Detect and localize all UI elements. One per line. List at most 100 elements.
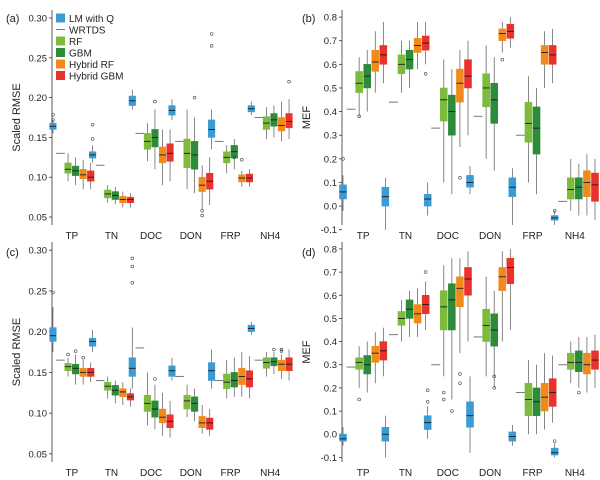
box-TP-gbm [72,354,80,385]
panel-label: (d) [302,247,315,259]
box-DON-gbm [490,290,498,388]
box-FRP-lm-with-q [508,168,517,225]
box-DON-hybrid-rf [498,251,507,342]
box-TP-hybrid-gbm [379,21,388,84]
outlier-point [51,113,55,117]
box-DOC-lm-with-q [128,327,136,389]
outlier-point [209,32,214,36]
x-tick-label: TN [105,468,118,479]
panel-1: (b) MEF -0.1 0.0 0.1 0.2 0.3 0.4 0.5 0.6 0.7 0.8 TP T… [301,10,599,242]
y-tick-label: 0.7 [324,268,337,279]
y-tick-label: 0.30 [29,13,48,24]
x-tick-label: FRP [523,468,543,479]
y-tick-label: 0.15 [29,133,48,144]
outlier-point [287,79,291,84]
y-tick-label: 0.3 [324,131,337,142]
outlier-point [130,281,134,285]
y-tick-label: 0.6 [324,60,337,71]
x-tick-label: TN [399,231,412,242]
outlier-point [73,349,78,353]
box-NH4-gbm [575,163,583,216]
outlier-point [279,349,284,353]
box-DON-rf [482,45,490,159]
box-DOC-hybrid-gbm [464,40,472,136]
box-DOC-hybrid-gbm [166,400,174,438]
outlier-point [458,381,462,385]
outlier-point [341,157,345,161]
box-FRP-hybrid-gbm [245,356,253,399]
outlier-point [279,347,284,352]
box-TP-lm-with-q [339,427,347,446]
box-TN-hybrid-rf [119,191,127,208]
box-FRP-hybrid-rf [238,352,246,397]
box-DON-gbm [191,117,199,194]
legend-label: Hybrid GBM [69,72,123,83]
y-tick-label: 0.15 [29,368,48,379]
x-tick-label: DOC [437,231,459,242]
y-tick-label: 0.10 [29,409,48,420]
legend-label: LM with Q [69,14,114,25]
box-TP-hybrid-rf [371,31,380,93]
box-DON-hybrid-gbm [206,157,214,206]
outlier-point [153,99,157,104]
x-tick-label: NH4 [260,231,280,242]
box-DON-rf [183,384,191,418]
box-FRP-hybrid-gbm [245,169,253,187]
outlier-point [552,439,557,443]
box-DON-lm-with-q [466,165,474,195]
y-tick-label: 0.20 [29,93,48,104]
box-TP-hybrid-gbm [379,327,388,377]
x-tick-label: TN [399,468,412,479]
box-FRP-hybrid-rf [238,170,246,187]
legend-label: WRTDS [69,26,106,37]
box-DOC-lm-with-q [128,89,136,110]
box-FRP-hybrid-gbm [548,28,557,84]
box-FRP-gbm [230,357,238,397]
outlier-point [425,400,430,404]
box-TN-gbm [111,380,119,404]
box-DON-hybrid-rf [198,404,206,434]
box-TN-rf [397,40,406,93]
y-axis-label: MEF [301,106,313,130]
legend-swatch [56,36,65,46]
box-FRP-gbm [532,87,541,195]
box-TN-hybrid-gbm [421,21,430,65]
box-DON-gbm [191,388,199,422]
box-TP-hybrid-gbm [87,362,95,383]
box-DOC-hybrid-rf [456,258,464,354]
outlier-point [450,409,454,413]
outlier-point [90,122,95,127]
box-NH4-gbm [270,352,278,374]
y-tick-label: 0.0 [324,202,337,213]
box-TN-hybrid-gbm [126,388,134,407]
box-DON-rf [482,276,490,377]
box-FRP-hybrid-rf [540,353,549,430]
y-tick-label: 0.3 [324,360,337,371]
box-DON-hybrid-gbm [506,17,515,48]
box-TP-lm-with-q [49,307,57,352]
outlier-point [442,397,446,402]
box-DON-rf [183,109,191,190]
x-tick-label: NH4 [260,468,280,479]
outlier-point [423,72,428,76]
box-FRP-rf [524,76,533,183]
y-axis-label: Scaled RMSE [11,83,23,151]
box-TP-gbm [363,341,371,393]
x-tick-label: DOC [140,468,162,479]
outlier-point [492,374,496,379]
box-FRP-rf [223,145,231,174]
outlier-point [51,118,55,122]
x-tick-label: DON [479,468,501,479]
panel-2: (c) Scaled RMSE 0.05 0.10 0.15 0.20 0.25 0.30 TP… [6,242,293,479]
box-FRP-gbm [532,364,541,435]
box-DOC-rf [143,372,151,426]
outlier-point [357,397,361,402]
outlier-point [423,270,428,274]
box-TN-rf [104,185,112,203]
outlier-point [500,57,504,62]
y-tick-label: 0.4 [324,337,337,348]
panel-label: (b) [302,13,315,25]
box-TP-hybrid-rf [79,360,87,385]
